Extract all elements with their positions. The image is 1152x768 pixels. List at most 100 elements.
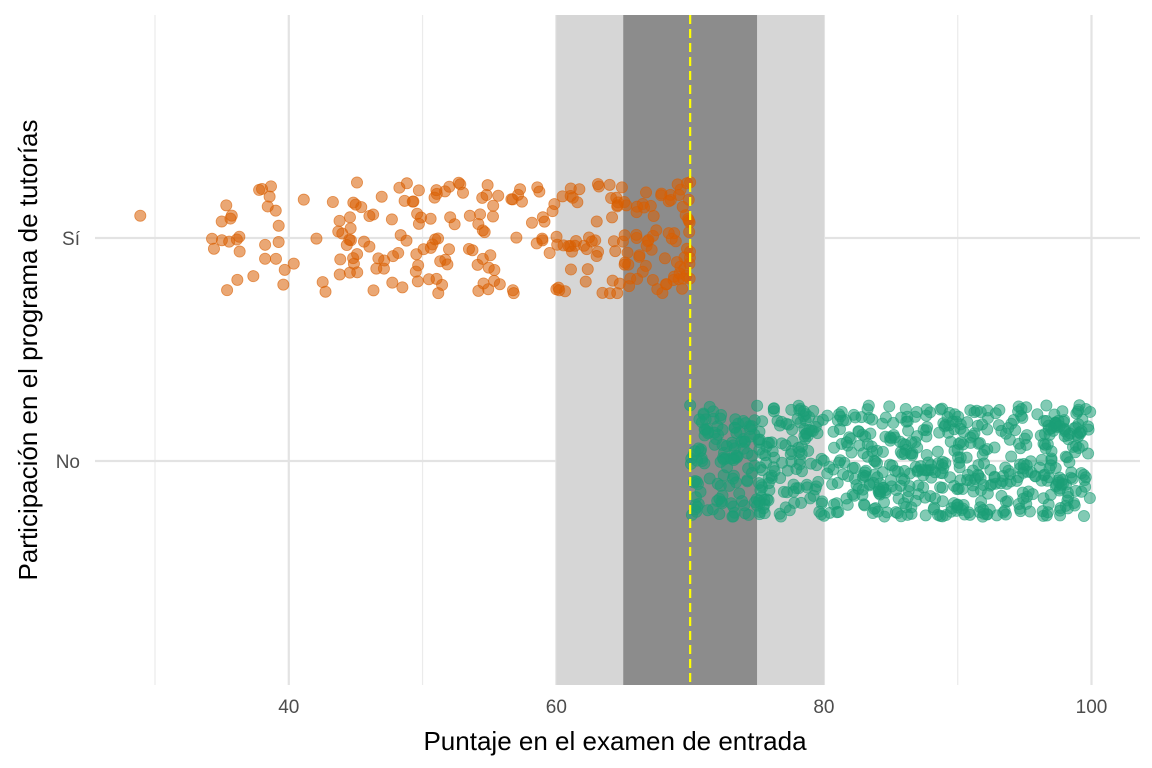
point-si bbox=[662, 195, 675, 208]
point-no bbox=[1040, 414, 1053, 427]
point-si bbox=[514, 183, 527, 196]
point-no bbox=[1017, 457, 1030, 470]
point-no bbox=[701, 504, 714, 517]
point-si bbox=[525, 216, 538, 229]
point-no bbox=[919, 491, 932, 504]
point-no bbox=[977, 507, 990, 520]
point-si bbox=[393, 181, 406, 194]
point-no bbox=[713, 492, 726, 505]
point-si bbox=[481, 179, 494, 192]
point-si bbox=[411, 275, 424, 288]
point-si bbox=[259, 238, 272, 251]
point-no bbox=[791, 412, 804, 425]
point-si bbox=[343, 211, 356, 224]
point-si bbox=[400, 234, 413, 247]
point-no bbox=[909, 436, 922, 449]
point-no bbox=[936, 481, 949, 494]
point-no bbox=[745, 420, 758, 433]
point-no bbox=[877, 496, 890, 509]
point-si bbox=[606, 211, 619, 224]
point-si bbox=[488, 274, 501, 287]
point-no bbox=[971, 468, 984, 481]
point-no bbox=[831, 476, 844, 489]
point-si bbox=[579, 275, 592, 288]
point-si bbox=[581, 263, 594, 276]
point-si bbox=[363, 240, 376, 253]
point-si bbox=[269, 252, 282, 265]
point-si bbox=[533, 185, 546, 198]
point-no bbox=[1001, 495, 1014, 508]
point-no bbox=[828, 441, 841, 454]
point-no bbox=[816, 413, 829, 426]
point-no bbox=[976, 418, 989, 431]
point-si bbox=[630, 228, 643, 241]
point-layer bbox=[134, 176, 1097, 523]
point-si bbox=[343, 233, 356, 246]
point-no bbox=[787, 485, 800, 498]
point-no bbox=[1072, 441, 1085, 454]
point-si bbox=[259, 252, 272, 265]
point-no bbox=[776, 456, 789, 469]
point-no bbox=[1005, 450, 1018, 463]
x-tick-label: 60 bbox=[546, 697, 567, 718]
point-si bbox=[616, 235, 629, 248]
point-no bbox=[990, 509, 1003, 522]
point-si bbox=[278, 263, 291, 276]
point-si bbox=[215, 215, 228, 228]
point-no bbox=[938, 420, 951, 433]
point-si bbox=[633, 249, 646, 262]
point-no bbox=[917, 481, 930, 494]
point-si bbox=[658, 252, 671, 265]
point-si bbox=[287, 257, 300, 270]
point-no bbox=[944, 435, 957, 448]
point-si bbox=[564, 189, 577, 202]
y-axis-title: Participación en el programa de tutorías bbox=[13, 119, 43, 580]
point-si bbox=[482, 283, 495, 296]
point-no bbox=[827, 425, 840, 438]
point-si bbox=[424, 241, 437, 254]
point-no bbox=[1038, 438, 1051, 451]
point-si bbox=[573, 183, 586, 196]
point-si bbox=[261, 200, 274, 213]
point-si bbox=[530, 237, 543, 250]
point-no bbox=[1016, 486, 1029, 499]
point-no bbox=[848, 461, 861, 474]
point-no bbox=[883, 400, 896, 413]
point-si bbox=[134, 209, 147, 222]
point-si bbox=[676, 282, 689, 295]
point-si bbox=[609, 245, 622, 258]
point-no bbox=[889, 506, 902, 519]
point-no bbox=[1082, 447, 1095, 460]
point-no bbox=[1044, 488, 1057, 501]
point-no bbox=[954, 422, 967, 435]
point-no bbox=[831, 506, 844, 519]
point-si bbox=[492, 189, 505, 202]
x-axis-title: Puntaje en el examen de entrada bbox=[423, 726, 807, 756]
point-si bbox=[334, 253, 347, 266]
point-no bbox=[727, 454, 740, 467]
point-no bbox=[901, 508, 914, 521]
point-si bbox=[676, 200, 689, 213]
point-no bbox=[703, 400, 716, 413]
point-no bbox=[978, 457, 991, 470]
point-no bbox=[1075, 485, 1088, 498]
point-si bbox=[677, 272, 690, 285]
point-si bbox=[656, 286, 669, 299]
point-no bbox=[957, 438, 970, 451]
point-si bbox=[264, 180, 277, 193]
point-no bbox=[988, 470, 1001, 483]
point-si bbox=[367, 284, 380, 297]
point-no bbox=[768, 465, 781, 478]
point-no bbox=[1053, 419, 1066, 432]
point-no bbox=[774, 510, 787, 523]
point-no bbox=[773, 419, 786, 432]
point-no bbox=[966, 479, 979, 492]
point-si bbox=[488, 264, 501, 277]
point-no bbox=[929, 492, 942, 505]
point-no bbox=[944, 505, 957, 518]
point-si bbox=[411, 207, 424, 220]
point-no bbox=[920, 430, 933, 443]
point-si bbox=[350, 176, 363, 189]
point-no bbox=[711, 477, 724, 490]
point-si bbox=[436, 278, 449, 291]
